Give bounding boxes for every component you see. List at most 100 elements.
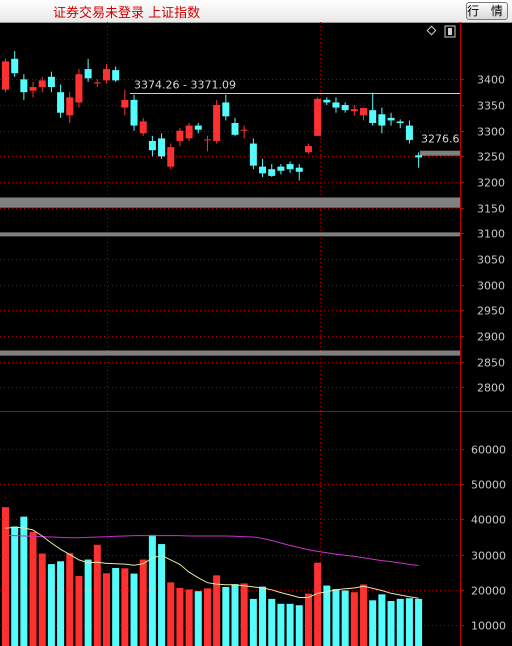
- volume-bar: [240, 583, 248, 646]
- candle-body: [185, 125, 193, 139]
- volume-bar: [130, 573, 138, 646]
- volume-bar: [286, 603, 294, 646]
- volume-bar: [158, 544, 166, 646]
- diamond-icon[interactable]: [426, 25, 437, 36]
- candle-body: [350, 109, 358, 112]
- volume-bar: [203, 588, 211, 646]
- candle-body: [396, 121, 404, 123]
- price-tick-label: 3150: [477, 203, 505, 216]
- candle-body: [259, 166, 267, 174]
- window-title: 证券交易未登录 上证指数: [53, 6, 201, 21]
- volume-bar: [112, 567, 120, 646]
- volume-bar: [194, 591, 202, 646]
- candle-body: [240, 129, 248, 131]
- volume-bar: [84, 559, 92, 646]
- candle-body: [20, 79, 28, 93]
- volume-tick-label: 10000: [471, 620, 506, 633]
- candle-body: [11, 58, 19, 74]
- candle-body: [112, 70, 120, 81]
- quote-button[interactable]: 行 情: [466, 2, 508, 20]
- candle-body: [93, 82, 101, 84]
- title-bar: 证券交易未登录 上证指数 行 情: [0, 0, 512, 23]
- volume-ma-fast-line: [5, 526, 419, 599]
- price-tick-label: 3050: [477, 254, 505, 267]
- volume-bar: [2, 507, 9, 646]
- candle-body: [121, 99, 129, 108]
- candle-body: [38, 80, 46, 88]
- candle-body: [57, 92, 65, 113]
- volume-bar: [396, 598, 404, 646]
- candle-body: [277, 166, 285, 171]
- volume-bar: [29, 531, 37, 646]
- price-tick-label: 2800: [477, 382, 505, 395]
- candle-body: [286, 164, 294, 170]
- volume-bar: [277, 603, 285, 646]
- candle-body: [167, 147, 175, 167]
- volume-tick-label: 20000: [471, 585, 506, 598]
- volume-bar: [341, 590, 349, 646]
- gray-band: [0, 197, 460, 208]
- panel-toggle-icon[interactable]: [444, 25, 456, 38]
- volume-bar: [369, 600, 377, 646]
- candle-body: [66, 97, 74, 116]
- range-annotation: 3374.26 - 3371.09: [134, 79, 236, 92]
- volume-bar: [387, 601, 395, 646]
- candle-body: [249, 143, 257, 166]
- gray-band: [0, 350, 460, 356]
- candle-body: [203, 139, 211, 141]
- volume-bar: [350, 592, 358, 646]
- volume-bar: [75, 576, 83, 646]
- volume-tick-label: 50000: [471, 479, 506, 492]
- candle-body: [102, 69, 110, 81]
- candle-body: [415, 155, 423, 158]
- candle-body: [75, 74, 83, 103]
- volume-bar: [249, 598, 257, 646]
- volume-bar: [378, 594, 386, 646]
- volume-bar: [185, 589, 193, 646]
- volume-bar: [314, 562, 322, 646]
- price-tick-label: 2950: [477, 305, 505, 318]
- volume-bar: [102, 573, 110, 646]
- candle-body: [268, 169, 276, 176]
- volume-bar: [47, 564, 55, 646]
- volume-bar: [20, 516, 28, 646]
- candle-body: [360, 108, 368, 116]
- volume-bar: [332, 589, 340, 646]
- candle-body: [213, 105, 221, 141]
- volume-bar: [304, 593, 312, 646]
- candle-body: [332, 102, 340, 108]
- price-tick-label: 2850: [477, 357, 505, 370]
- volume-bar: [323, 585, 331, 646]
- candle-body: [369, 110, 377, 123]
- candle-body: [405, 125, 413, 140]
- candle-body: [231, 123, 239, 135]
- candle-body: [148, 140, 156, 151]
- last-value-band: [420, 150, 460, 156]
- candle-body: [29, 87, 37, 91]
- candle-body: [139, 121, 147, 134]
- price-tick-label: 3250: [477, 151, 505, 164]
- volume-bar: [167, 582, 175, 646]
- volume-bar: [415, 598, 423, 646]
- volume-bar: [405, 598, 413, 646]
- gray-band: [0, 232, 460, 237]
- candle-body: [314, 98, 322, 136]
- candle-body: [304, 146, 312, 153]
- volume-bar: [268, 598, 276, 646]
- candle-body: [194, 125, 202, 130]
- volume-bar: [139, 559, 147, 646]
- last-value-label: 3276.6: [421, 133, 460, 146]
- candle-body: [295, 167, 303, 172]
- candle-body: [84, 69, 92, 79]
- volume-bar: [11, 526, 19, 646]
- candle-body: [323, 99, 331, 103]
- candle-body: [378, 114, 386, 126]
- price-tick-label: 2900: [477, 331, 505, 344]
- volume-tick-label: 30000: [471, 550, 506, 563]
- volume-bars: [2, 507, 423, 646]
- volume-bar: [259, 586, 267, 646]
- price-tick-label: 3200: [477, 177, 505, 190]
- candle-body: [130, 99, 138, 126]
- price-tick-label: 3400: [477, 74, 505, 87]
- chart-toolbar-icons[interactable]: [426, 25, 456, 38]
